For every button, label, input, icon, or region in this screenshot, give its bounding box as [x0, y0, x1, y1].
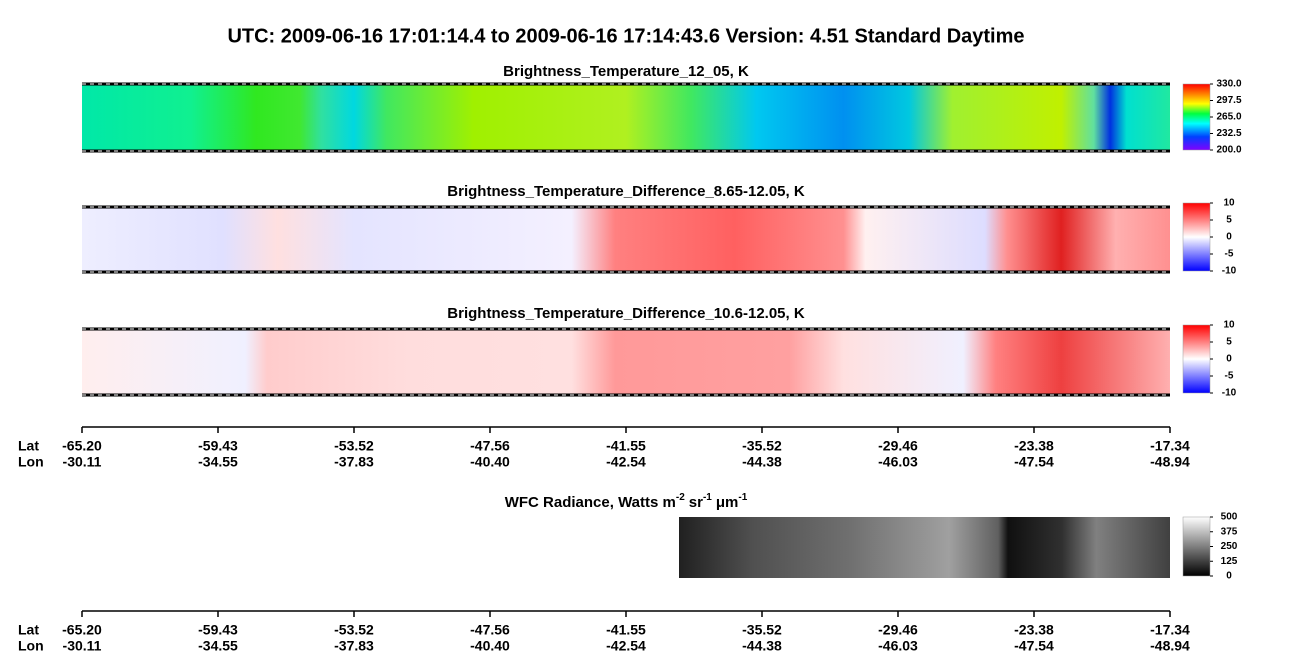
superscript: -1 [703, 492, 712, 503]
lon-tick-label: -30.11 [63, 638, 102, 654]
lon-tick-label: -37.83 [334, 638, 374, 654]
colorbar-tick-label: 330.0 [1216, 79, 1241, 90]
lon-tick-label: -44.38 [742, 454, 782, 470]
lat-tick-label: -17.34 [1150, 438, 1190, 454]
lon-tick-label: -48.94 [1150, 454, 1190, 470]
colorbar-tick-label: -5 [1225, 249, 1234, 260]
colorbar-tick-label: 250 [1221, 541, 1238, 552]
heatmap-image [679, 517, 1170, 578]
lon-tick-label: -46.03 [878, 454, 918, 470]
lat-tick-label: -23.38 [1014, 438, 1054, 454]
heatmap-image [82, 207, 1170, 272]
heatmap-image [82, 84, 1170, 151]
lon-tick-label: -37.83 [334, 454, 374, 470]
lon-label: Lon [18, 638, 44, 654]
lon-tick-label: -34.55 [198, 638, 238, 654]
superscript: -2 [676, 492, 685, 503]
colorbar-tick-label: 0 [1226, 354, 1232, 365]
colorbar [1182, 324, 1211, 394]
lat-tick-label: -53.52 [334, 438, 374, 454]
lon-tick-label: -42.54 [606, 454, 646, 470]
lat-tick-label: -29.46 [878, 438, 918, 454]
lat-tick-label: -53.52 [334, 622, 374, 638]
lat-tick-label: -35.52 [742, 622, 782, 638]
colorbar-tick-label: 375 [1221, 526, 1238, 537]
lat-tick-label: -29.46 [878, 622, 918, 638]
panel-title: WFC Radiance, Watts m-2 sr-1 μm-1 [505, 492, 748, 511]
lon-tick-label: -42.54 [606, 638, 646, 654]
colorbar-tick-label: 5 [1226, 215, 1232, 226]
lat-label: Lat [18, 438, 39, 454]
colorbar [1182, 83, 1211, 151]
colorbar-tick-label: 0 [1226, 232, 1232, 243]
lat-tick-label: -47.56 [470, 438, 510, 454]
colorbar-tick-label: -10 [1222, 266, 1237, 277]
panel-title: Brightness_Temperature_Difference_10.6-1… [447, 305, 805, 322]
lon-tick-label: -40.40 [470, 454, 510, 470]
lat-tick-label: -41.55 [606, 438, 646, 454]
lon-tick-label: -47.54 [1014, 454, 1054, 470]
figure-title: UTC: 2009-06-16 17:01:14.4 to 2009-06-16… [227, 25, 1024, 47]
lat-label: Lat [18, 622, 39, 638]
lon-label: Lon [18, 454, 44, 470]
colorbar-tick-label: 125 [1221, 556, 1238, 567]
colorbar [1182, 516, 1211, 577]
lon-tick-label: -48.94 [1150, 638, 1190, 654]
lon-tick-label: -40.40 [470, 638, 510, 654]
superscript: -1 [738, 492, 747, 503]
colorbar-tick-label: 10 [1223, 198, 1235, 209]
colorbar-tick-label: 5 [1226, 337, 1232, 348]
colorbar-tick-label: -5 [1225, 371, 1234, 382]
lon-tick-label: -34.55 [198, 454, 238, 470]
lat-tick-label: -35.52 [742, 438, 782, 454]
panel-title: Brightness_Temperature_12_05, K [503, 63, 749, 80]
lon-tick-label: -46.03 [878, 638, 918, 654]
colorbar-tick-label: 297.5 [1216, 95, 1241, 106]
colorbar-tick-label: 200.0 [1216, 145, 1241, 156]
panel-title: Brightness_Temperature_Difference_8.65-1… [447, 183, 805, 200]
lat-tick-label: -47.56 [470, 622, 510, 638]
lat-tick-label: -17.34 [1150, 622, 1190, 638]
lon-tick-label: -47.54 [1014, 638, 1054, 654]
colorbar-tick-label: 10 [1223, 320, 1235, 331]
colorbar-tick-label: 0 [1226, 571, 1232, 582]
title-part: WFC Radiance, Watts m [505, 494, 676, 511]
lat-tick-label: -23.38 [1014, 622, 1054, 638]
lat-tick-label: -41.55 [606, 622, 646, 638]
lat-tick-label: -65.20 [62, 622, 102, 638]
colorbar-tick-label: 500 [1221, 512, 1238, 523]
lon-tick-label: -30.11 [63, 454, 102, 470]
title-part: μm [716, 494, 739, 511]
lat-tick-label: -59.43 [198, 438, 238, 454]
lon-tick-label: -44.38 [742, 638, 782, 654]
colorbar-tick-label: 232.5 [1216, 128, 1241, 139]
heatmap-image [82, 329, 1170, 395]
title-part: sr [689, 494, 703, 511]
colorbar-tick-label: -10 [1222, 388, 1237, 399]
colorbar [1182, 202, 1211, 272]
lat-tick-label: -59.43 [198, 622, 238, 638]
colorbar-tick-label: 265.0 [1216, 112, 1241, 123]
lat-tick-label: -65.20 [62, 438, 102, 454]
